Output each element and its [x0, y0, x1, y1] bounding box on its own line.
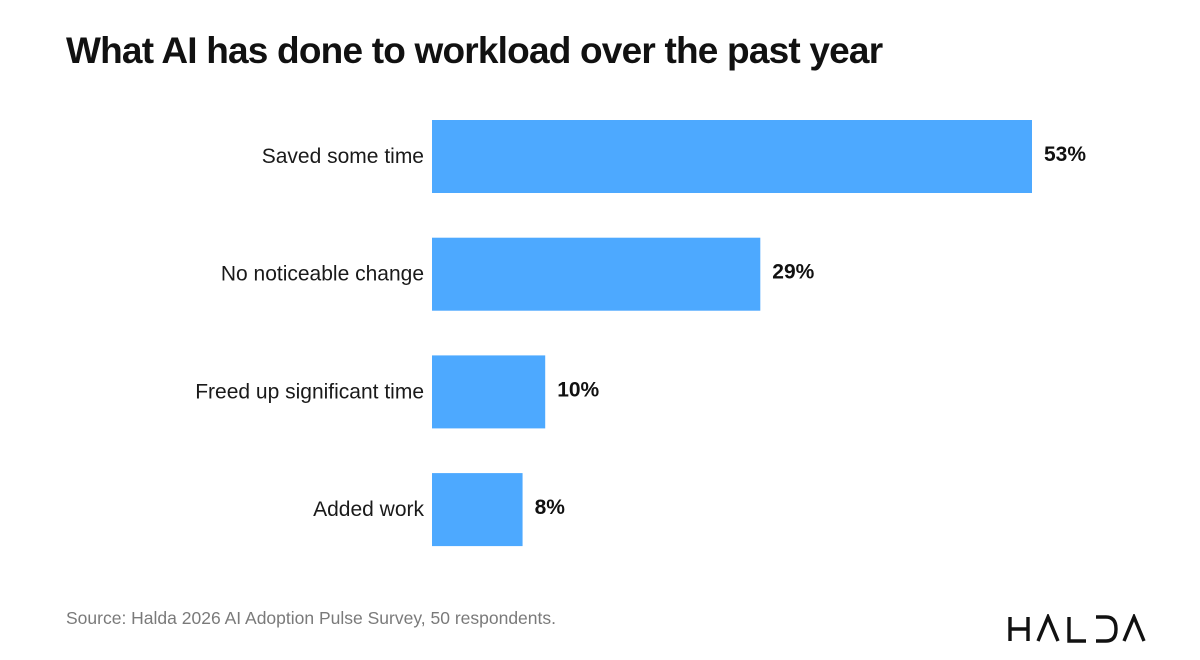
logo-letter-h	[1008, 617, 1030, 641]
logo-letter-l	[1067, 617, 1086, 643]
category-label-3: Added work	[313, 498, 424, 521]
bar-chart: Saved some time 53% No noticeable change 29…	[195, 120, 1086, 547]
bar-3	[432, 473, 523, 547]
halda-logo	[1008, 614, 1146, 643]
chart-title: What AI has done to workload over the pa…	[66, 30, 883, 71]
source-note: Source: Halda 2026 AI Adoption Pulse Sur…	[66, 608, 556, 628]
value-label-3: 8%	[535, 496, 566, 519]
logo-letter-a	[1036, 614, 1060, 642]
value-label-2: 10%	[557, 378, 599, 401]
category-label-2: Freed up significant time	[195, 380, 424, 403]
value-label-0: 53%	[1044, 143, 1086, 166]
category-label-1: No noticeable change	[221, 263, 424, 286]
bar-1	[432, 237, 761, 311]
logo-letter-d	[1096, 615, 1118, 643]
bar-0	[432, 120, 1032, 193]
category-label-0: Saved some time	[262, 145, 424, 168]
bar-2	[432, 355, 546, 429]
value-label-1: 29%	[772, 261, 814, 284]
logo-letter-a2	[1122, 614, 1146, 642]
